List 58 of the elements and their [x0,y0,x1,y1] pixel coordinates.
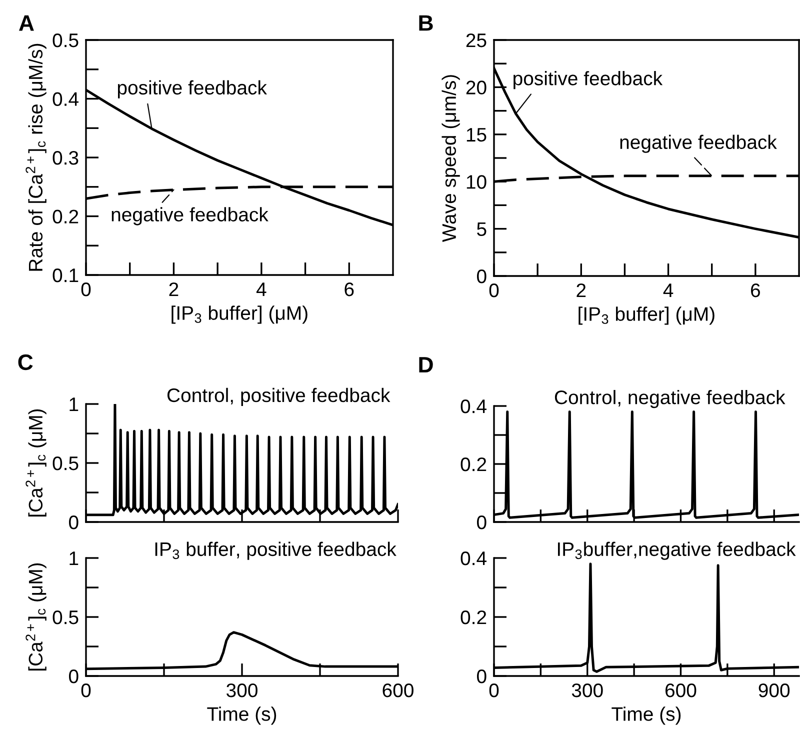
series-label: negative feedback [620,134,777,153]
y-tick-label: 15 [466,128,486,142]
x-tick-label: 6 [344,282,354,296]
annotation: IP$_{3}$ buffer, positive feedback [155,542,396,560]
y-tick-label: 10 [466,175,486,189]
series-label: positive feedback [514,71,663,90]
legend-label: negative feedback [112,207,268,226]
x-tick-label: 0 [489,283,499,298]
x-tick-label: 2 [576,283,586,298]
x-tick-label: 2 [169,282,178,296]
y-tick-label: 0 [69,515,78,530]
y-tick-label: 0.4 [460,551,486,566]
y-axis-title: [Ca$^{2+}$]$_{c}$ (μM) [26,409,46,516]
x-tick-label: 4 [256,282,266,296]
x-tick-label: 4 [663,284,674,298]
chart-title: D [419,357,433,372]
x-tick-label: 6 [751,283,760,298]
y-tick-label: 0.2 [460,610,486,624]
y-tick-label: 0 [477,269,486,284]
x-tick-label: 300 [226,683,258,698]
chart-title: B [419,15,433,31]
y-tick-label: 5 [477,222,486,236]
y-tick-label: 0.2 [460,457,486,472]
x-axis-title: [IP$_{3}$ buffer] (μM) [172,306,308,324]
y-tick-label: 0 [69,669,78,684]
y-tick-label: 25 [466,33,486,48]
y-axis-title: [Ca$^{2+}$]$_{c}$ (μM) [26,563,46,670]
chart-title: C [18,354,33,370]
x-axis-title: [IP$_{3}$ buffer] (μM) [578,306,714,325]
y-tick-label: 1 [70,552,78,566]
y-tick-label: 0.2 [52,210,78,224]
x-axis-title: Time (s) [612,706,681,725]
x-tick-label: 0 [81,282,91,296]
annotation: IP$_{3}$buffer,negative feedback [558,542,796,560]
x-tick-label: 600 [666,683,696,698]
y-tick-label: 20 [466,80,486,94]
y-tick-label: 0.5 [52,456,78,470]
x-tick-label: 600 [382,683,414,698]
y-axis-title: Wave speed (μm/s) [442,75,460,242]
x-tick-label: 900 [758,683,790,698]
y-tick-label: 0.4 [460,399,486,414]
annotation: Control, positive feedback [167,388,390,406]
y-axis-title: Rate of [Ca$^{2+}$]$_{c}$ rise (μM/s) [26,44,46,271]
y-tick-label: 0 [477,669,486,684]
y-tick-label: 0.1 [52,268,78,282]
y-tick-label: 0.5 [52,33,78,48]
y-tick-label: 0.3 [52,150,78,165]
x-tick-label: 300 [572,683,603,698]
x-tick-label: 0 [81,683,91,698]
series-label: positive feedback [118,80,267,98]
x-axis-title: Time (s) [207,706,276,725]
y-tick-label: 1 [70,398,78,412]
x-tick-label: 0 [489,683,499,698]
y-tick-label: 0.5 [52,610,78,624]
chart-title: A [19,15,34,31]
y-tick-label: 0 [477,515,486,530]
y-tick-label: 0.4 [52,92,78,106]
annotation: Control, negative feedback [554,390,786,408]
